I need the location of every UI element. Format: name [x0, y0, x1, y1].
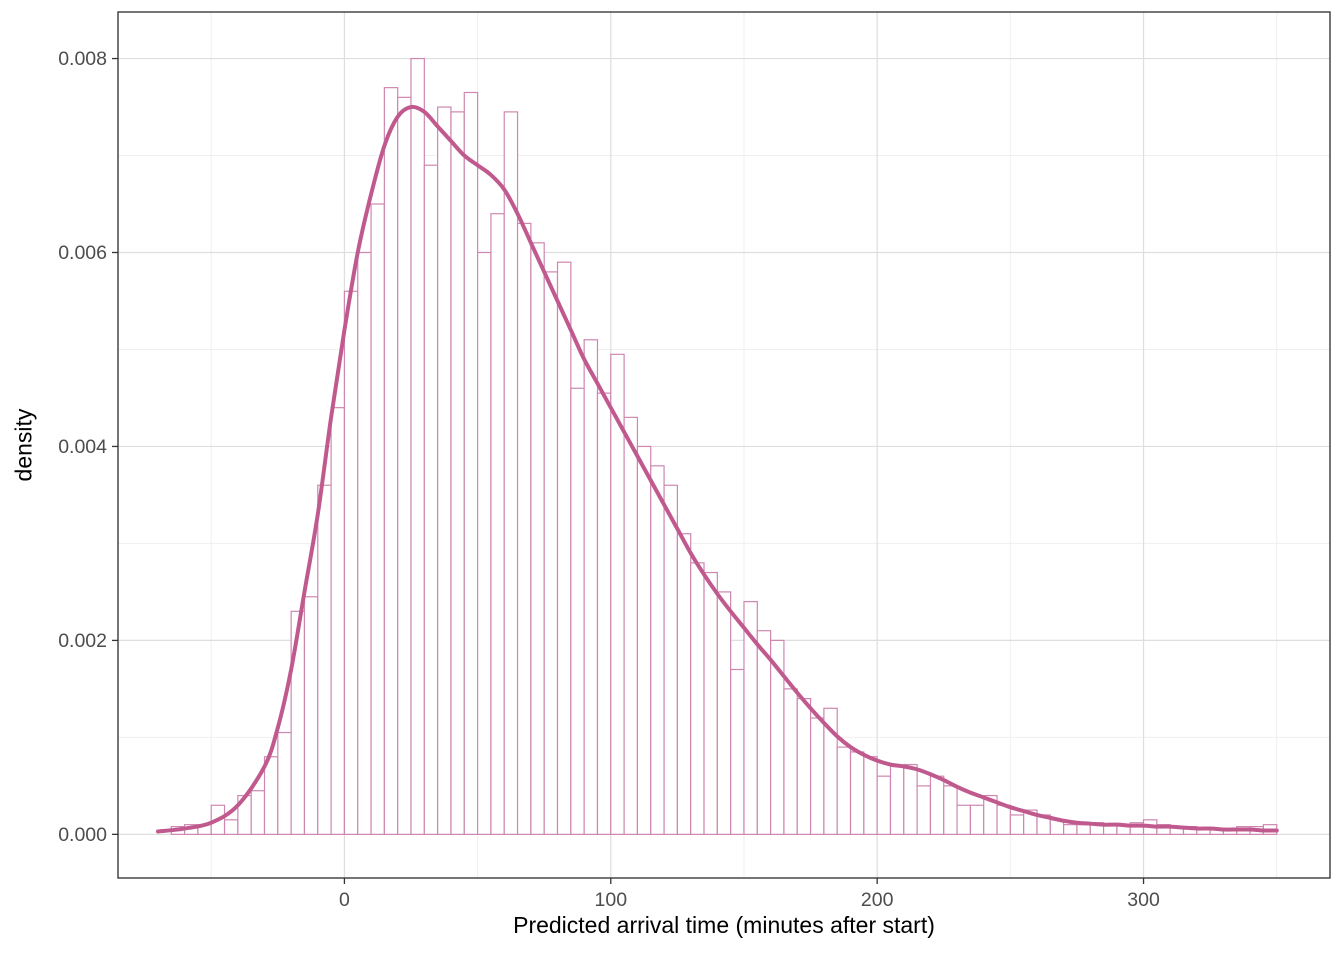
y-tick-label: 0.008 — [58, 48, 107, 70]
histogram-bar — [223, 819, 239, 835]
histogram-bar — [343, 290, 359, 835]
histogram-bar — [303, 596, 319, 835]
histogram-bar — [463, 91, 479, 835]
histogram-bar — [956, 804, 971, 835]
x-tick-label: 200 — [861, 889, 894, 911]
y-tick-label: 0.006 — [58, 242, 107, 264]
histogram-bar — [357, 251, 372, 835]
histogram-bar — [516, 222, 532, 835]
histogram-bar — [690, 562, 705, 835]
histogram-bar — [796, 697, 812, 835]
x-axis-title: Predicted arrival time (minutes after st… — [513, 912, 935, 938]
histogram-bar — [530, 242, 545, 835]
histogram-bar — [317, 484, 332, 835]
histogram-bar — [423, 164, 439, 835]
histogram-bar — [1076, 824, 1091, 835]
histogram-bar — [370, 203, 385, 835]
histogram-bar — [277, 731, 292, 835]
histogram-bar — [543, 271, 559, 835]
histogram-bar — [263, 756, 279, 835]
histogram-bar — [876, 775, 892, 835]
histogram-bar — [636, 445, 652, 835]
histogram-bar — [756, 630, 772, 835]
histogram-bar — [583, 339, 599, 835]
histogram-bar — [969, 804, 985, 835]
panel-border — [117, 11, 1331, 879]
histogram-bar — [916, 785, 932, 835]
histogram-bar — [410, 57, 425, 835]
histogram-bar — [996, 804, 1011, 835]
histogram-bar — [290, 610, 306, 835]
histogram-bar — [730, 668, 745, 835]
histogram-bar — [477, 251, 492, 835]
histogram-bar — [929, 775, 945, 835]
histogram-bar — [943, 785, 958, 835]
y-axis-title: density — [10, 408, 37, 482]
histogram-bar — [490, 213, 505, 835]
histogram-bar — [889, 765, 905, 835]
histogram-bar — [716, 591, 732, 835]
histogram-bar — [836, 746, 852, 835]
histogram-bar — [903, 763, 918, 835]
histogram-bar — [503, 111, 519, 835]
histogram-bar — [1063, 824, 1078, 835]
histogram-bar — [703, 571, 718, 835]
y-tick-label: 0.004 — [58, 436, 107, 458]
density-curve — [155, 104, 1279, 834]
histogram-bar — [397, 96, 412, 835]
histogram-bar — [849, 751, 865, 835]
histogram-bar — [663, 484, 678, 835]
histogram-bar — [650, 465, 665, 835]
histogram-bar — [570, 387, 585, 835]
x-tick-label: 300 — [1127, 889, 1160, 911]
histogram-bar — [330, 407, 346, 835]
histogram-bar — [250, 790, 266, 835]
y-tick-label: 0.002 — [58, 630, 107, 652]
histogram-bar — [556, 261, 572, 835]
histogram-bar — [809, 717, 825, 835]
histogram-bar — [596, 392, 612, 835]
histogram-bar — [437, 106, 452, 835]
histogram-bar — [783, 688, 798, 835]
histogram-bar — [450, 111, 465, 835]
histogram-bar — [1009, 814, 1025, 835]
y-tick-label: 0.000 — [58, 824, 107, 846]
histogram-bar — [863, 756, 878, 835]
histogram-bar — [676, 533, 692, 835]
x-tick-label: 0 — [339, 889, 350, 911]
x-tick-label: 100 — [595, 889, 628, 911]
histogram-bar — [383, 87, 399, 835]
histogram-bar — [623, 416, 639, 835]
